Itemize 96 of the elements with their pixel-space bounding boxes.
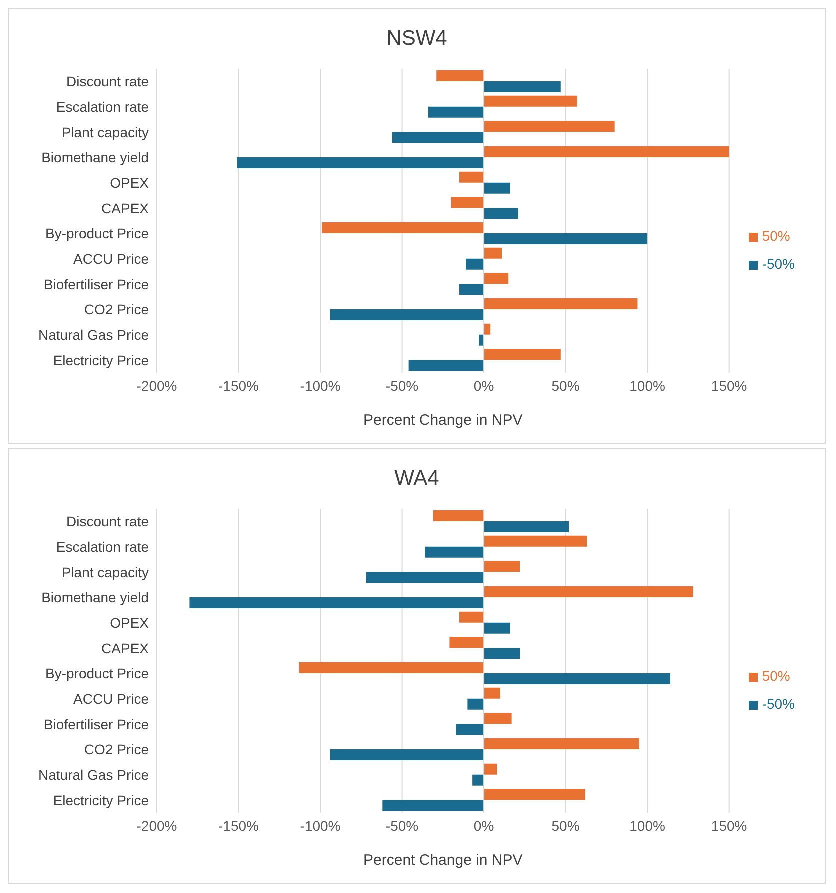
bar <box>472 774 484 786</box>
bar <box>479 334 484 346</box>
bar <box>484 349 561 360</box>
chart-title: NSW4 <box>386 26 448 52</box>
y-tick-label: Escalation rate <box>56 538 150 555</box>
bar <box>408 360 484 372</box>
legend-label: -50% <box>762 256 795 272</box>
bar <box>322 222 484 234</box>
y-tick-label: Discount rate <box>66 514 150 530</box>
y-tick-label: Natural Gas Price <box>38 766 150 783</box>
x-tick-label: 0% <box>474 818 494 834</box>
bar <box>484 622 510 634</box>
legend-label: 50% <box>762 228 790 244</box>
y-tick-label: Natural Gas Price <box>38 326 150 343</box>
x-tick-label: -50% <box>386 818 419 834</box>
x-tick-label: 150% <box>711 378 748 394</box>
y-tick-label: ACCU Price <box>74 250 150 267</box>
bar <box>484 688 500 699</box>
y-tick-label: ACCU Price <box>74 690 150 707</box>
bar <box>428 106 484 118</box>
bar <box>466 258 484 270</box>
y-tick-label: Biomethane yield <box>42 590 149 606</box>
x-tick-label: -200% <box>136 818 178 834</box>
bar <box>484 713 512 724</box>
y-tick-label: CO2 Price <box>84 302 150 318</box>
bar <box>484 82 561 93</box>
x-tick-label: -50% <box>386 378 419 394</box>
bar <box>484 273 509 284</box>
y-tick-label: Biomethane yield <box>42 150 149 166</box>
y-tick-label: By-product Price <box>46 666 150 682</box>
y-tick-label: Discount rate <box>66 74 150 90</box>
bar <box>433 510 484 522</box>
x-tick-label: 150% <box>711 818 748 834</box>
y-tick-label: OPEX <box>110 614 150 631</box>
legend-label: -50% <box>762 696 795 712</box>
bar <box>484 764 498 775</box>
x-tick-label: 100% <box>630 818 666 834</box>
bar <box>484 298 638 310</box>
legend-label: 50% <box>762 668 790 684</box>
bar <box>484 586 694 598</box>
bar <box>330 310 484 321</box>
bar <box>425 546 484 558</box>
bar <box>484 561 520 572</box>
x-tick-label: 50% <box>552 818 580 834</box>
bar <box>382 800 484 812</box>
y-tick-label: CAPEX <box>102 200 150 216</box>
x-tick-label: 100% <box>630 378 666 394</box>
y-tick-label: By-product Price <box>46 226 150 242</box>
bar <box>237 158 484 169</box>
bar <box>460 612 484 623</box>
y-tick-label: Escalation rate <box>56 98 150 115</box>
y-tick-label: Electricity Price <box>53 352 150 368</box>
bar <box>392 132 484 144</box>
bar <box>299 662 484 674</box>
x-tick-label: -150% <box>218 378 259 394</box>
chart-title: WA4 <box>394 466 440 492</box>
bar <box>451 197 484 208</box>
bar <box>484 522 570 533</box>
y-tick-label: Biofertiliser Price <box>44 716 150 732</box>
bar <box>366 572 484 584</box>
bar <box>484 789 586 800</box>
y-tick-label: Electricity Price <box>53 792 150 808</box>
bar <box>484 324 491 335</box>
x-tick-label: -100% <box>300 378 341 394</box>
bar <box>484 248 502 259</box>
x-tick-label: -200% <box>136 378 178 394</box>
bar <box>484 738 640 750</box>
y-tick-label: CO2 Price <box>84 742 150 758</box>
bar <box>460 284 484 296</box>
y-tick-label: CAPEX <box>102 640 150 656</box>
bar <box>484 121 615 132</box>
bar <box>190 598 484 609</box>
bar <box>450 637 484 648</box>
bar <box>484 208 518 220</box>
x-tick-label: -100% <box>300 818 341 834</box>
y-tick-label: Plant capacity <box>62 564 149 580</box>
bar <box>484 674 670 685</box>
bar <box>330 750 484 761</box>
bar <box>436 70 484 82</box>
bar <box>456 724 484 736</box>
bar <box>460 172 484 183</box>
bar <box>484 648 520 660</box>
bar <box>484 146 730 158</box>
x-axis-title: Percent Change in NPV <box>364 412 523 429</box>
bar <box>484 182 510 194</box>
x-axis-title: Percent Change in NPV <box>364 852 523 869</box>
bar <box>484 234 648 245</box>
bar <box>484 96 578 107</box>
x-tick-label: 50% <box>552 378 580 394</box>
bar <box>484 536 588 547</box>
y-tick-label: Plant capacity <box>62 124 149 140</box>
x-tick-label: -150% <box>218 818 259 834</box>
y-tick-label: Biofertiliser Price <box>44 276 150 292</box>
x-tick-label: 0% <box>474 378 494 394</box>
bar <box>468 698 484 710</box>
y-tick-label: OPEX <box>110 174 150 191</box>
